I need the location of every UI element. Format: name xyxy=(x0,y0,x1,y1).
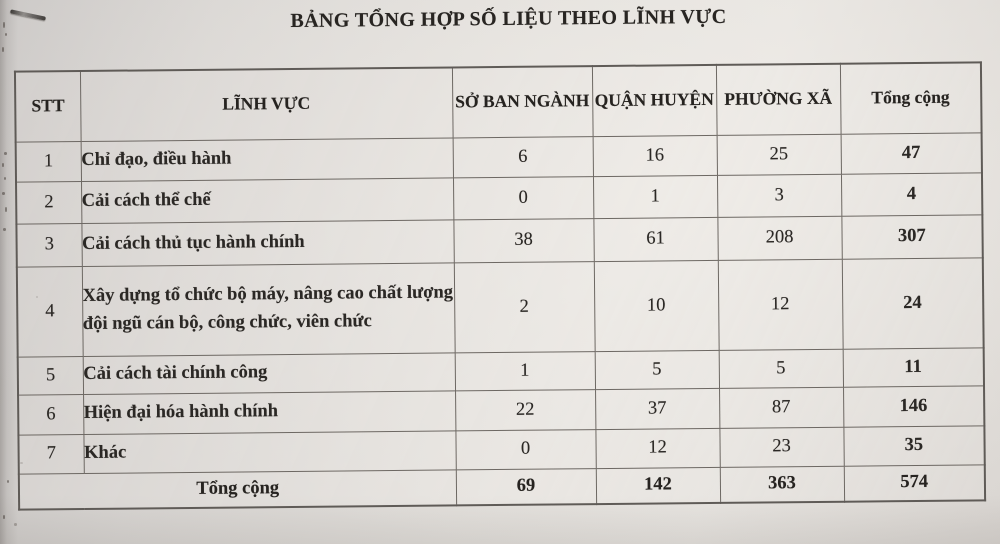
paper-speck xyxy=(5,207,7,212)
footer-so-ban-nganh-total: 69 xyxy=(455,468,597,506)
paper-speck xyxy=(3,515,5,519)
linh-vuc-cell: Cải cách thể chế xyxy=(81,177,454,224)
quan-huyen-cell: 37 xyxy=(595,387,720,430)
tong-cong-cell: 307 xyxy=(841,214,983,259)
paper-speck xyxy=(4,177,6,180)
tong-cong-cell: 4 xyxy=(840,172,983,216)
stt-cell: 6 xyxy=(18,394,84,435)
footer-quan-huyen-total: 142 xyxy=(595,466,721,505)
tong-cong-cell: 24 xyxy=(841,257,984,349)
phuong-xa-cell: 87 xyxy=(719,386,844,428)
so-ban-nganh-cell: 2 xyxy=(453,261,595,353)
stt-cell: 1 xyxy=(15,141,82,182)
summary-table: STT LĨNH VỰC SỞ BAN NGÀNH QUẬN HUYỆN PHƯ… xyxy=(13,61,987,511)
tong-cong-cell: 11 xyxy=(842,347,985,387)
column-header-so-ban-nganh: SỞ BAN NGÀNH xyxy=(451,66,593,138)
stt-cell: 2 xyxy=(16,181,82,224)
quan-huyen-cell: 16 xyxy=(592,134,717,177)
column-header-stt: STT xyxy=(14,71,81,142)
linh-vuc-cell: Hiện đại hóa hành chính xyxy=(83,390,456,435)
paper-speck xyxy=(2,163,4,167)
quan-huyen-cell: 61 xyxy=(593,216,718,262)
stt-cell: 4 xyxy=(16,266,83,357)
linh-vuc-cell: Khác xyxy=(83,430,456,474)
phuong-xa-cell: 12 xyxy=(717,258,843,350)
column-header-tong-cong: Tổng cộng xyxy=(839,62,982,134)
paper-speck xyxy=(4,152,7,155)
so-ban-nganh-cell: 0 xyxy=(455,429,596,470)
quan-huyen-cell: 5 xyxy=(594,349,720,390)
footer-tong-cong-total: 574 xyxy=(843,464,986,502)
phuong-xa-cell: 208 xyxy=(717,215,842,260)
linh-vuc-cell: Chỉ đạo, điều hành xyxy=(80,137,453,182)
footer-phuong-xa-total: 363 xyxy=(719,465,845,503)
phuong-xa-cell: 5 xyxy=(718,348,844,388)
table-header-row: STT LĨNH VỰC SỞ BAN NGÀNH QUẬN HUYỆN PHƯ… xyxy=(14,62,982,142)
column-header-linh-vuc: LĨNH VỰC xyxy=(79,67,453,142)
so-ban-nganh-cell: 1 xyxy=(454,351,596,391)
phuong-xa-cell: 25 xyxy=(716,133,841,175)
linh-vuc-cell: Cải cách thủ tục hành chính xyxy=(81,219,454,267)
tong-cong-cell: 35 xyxy=(843,425,985,466)
quan-huyen-cell: 10 xyxy=(593,259,719,352)
so-ban-nganh-cell: 38 xyxy=(453,218,594,263)
quan-huyen-cell: 1 xyxy=(592,174,718,219)
stt-cell: 3 xyxy=(16,223,82,267)
paper-speck xyxy=(7,480,9,483)
paper-speck xyxy=(2,47,4,52)
table-row: 4 Xây dựng tổ chức bộ máy, nâng cao chất… xyxy=(16,257,984,357)
page-title: BẢNG TỔNG HỢP SỐ LIỆU THEO LĨNH VỰC xyxy=(290,5,727,32)
paper-speck xyxy=(14,523,17,526)
linh-vuc-cell: Xây dựng tổ chức bộ máy, nâng cao chất l… xyxy=(81,262,455,357)
paper-speck xyxy=(5,33,7,36)
so-ban-nganh-cell: 6 xyxy=(452,136,593,178)
tong-cong-cell: 146 xyxy=(843,385,985,427)
phuong-xa-cell: 23 xyxy=(719,426,844,467)
linh-vuc-cell: Cải cách tài chính công xyxy=(82,352,456,395)
paper-speck xyxy=(3,22,5,28)
footer-total-label: Tổng cộng xyxy=(18,469,457,510)
so-ban-nganh-cell: 22 xyxy=(455,389,596,431)
quan-huyen-cell: 12 xyxy=(595,427,720,469)
tong-cong-cell: 47 xyxy=(840,132,982,174)
paper-speck xyxy=(3,228,6,231)
stt-cell: 7 xyxy=(18,434,84,474)
phuong-xa-cell: 3 xyxy=(716,173,842,217)
stt-cell: 5 xyxy=(17,356,84,395)
column-header-quan-huyen: QUẬN HUYỆN xyxy=(591,64,717,137)
so-ban-nganh-cell: 0 xyxy=(452,176,594,220)
paper-speck xyxy=(2,192,5,195)
column-header-phuong-xa: PHƯỜNG XÃ xyxy=(715,63,841,135)
